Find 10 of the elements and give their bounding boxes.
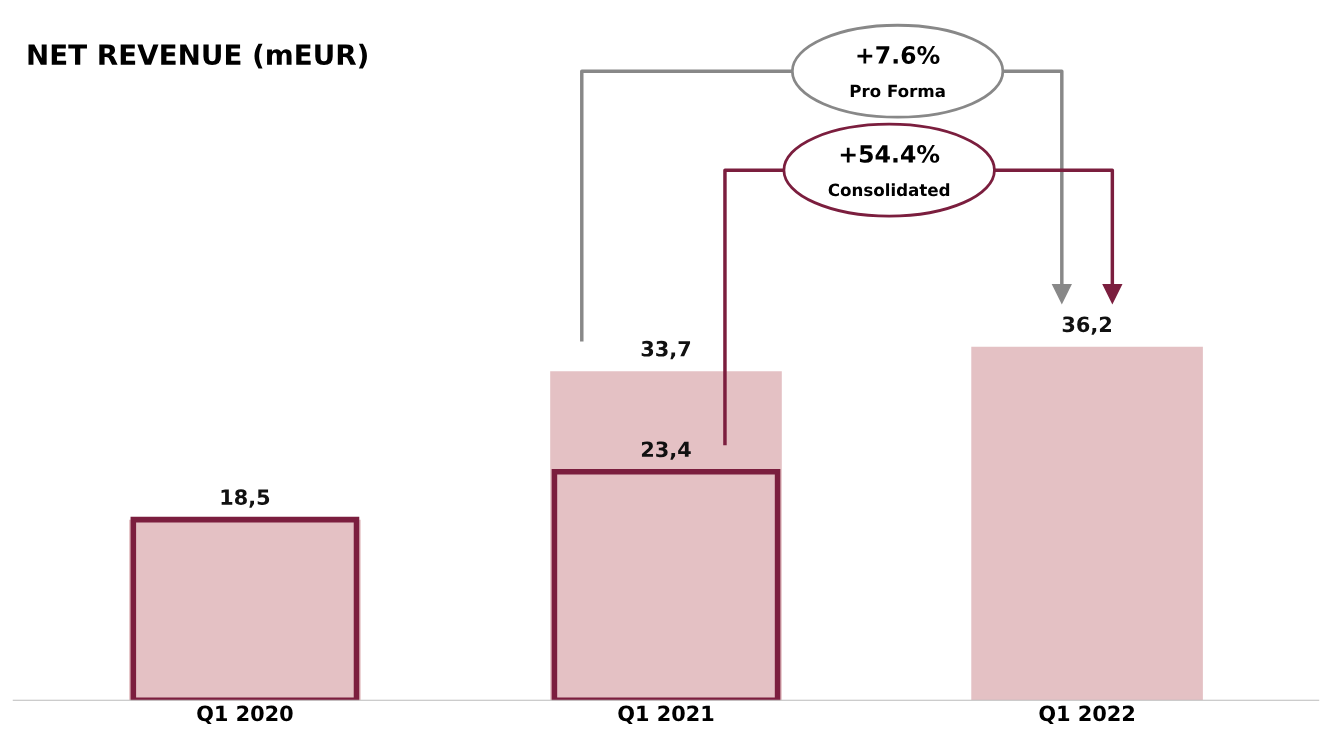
- x-tick-label: Q1 2020: [197, 705, 293, 724]
- data-label: 23,4: [641, 441, 691, 460]
- data-label: 18,5: [221, 489, 270, 508]
- chart-title: NET REVENUE (mEUR): [28, 43, 367, 69]
- data-label: 36,2: [1062, 316, 1111, 335]
- text: +7.6% Pro Forma: [850, 46, 945, 98]
- x-tick-label: Q1 2021: [618, 705, 714, 724]
- x-tick-label: Q1 2022: [1039, 705, 1134, 724]
- text: +54.4% Consolidated: [828, 145, 950, 197]
- data-label: 33,7: [641, 340, 691, 360]
